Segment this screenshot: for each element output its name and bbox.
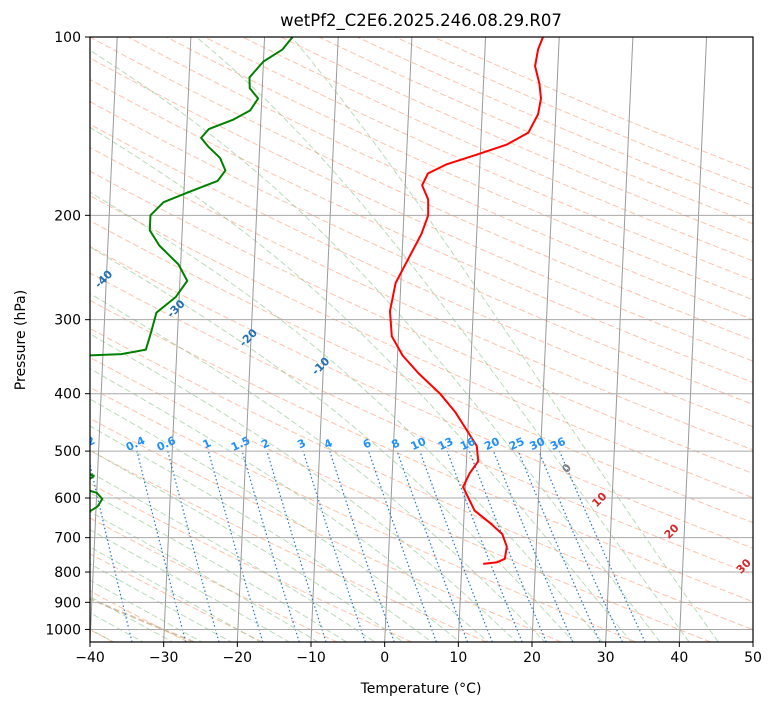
- mixing-ratio-label: 25: [507, 435, 526, 453]
- dry-adiabat: [90, 170, 753, 475]
- isotherm: [678, 37, 708, 642]
- mixing-ratio-label: 30: [528, 435, 548, 453]
- mixing-ratio-line: [302, 450, 366, 642]
- y-tick-label: 1000: [45, 622, 81, 638]
- moist-adiabat: [195, 37, 690, 642]
- y-tick-label: 300: [54, 313, 81, 329]
- dry-adiabat: [204, 37, 753, 281]
- dry-adiabat: [90, 57, 753, 362]
- x-tick-label: −40: [75, 650, 105, 666]
- dry-adiabat: [127, 37, 753, 321]
- y-tick-label: 200: [54, 208, 81, 224]
- x-tick-label: 10: [449, 650, 467, 666]
- mixing-ratio-label: 13: [436, 435, 455, 453]
- y-tick-label: 700: [54, 531, 81, 547]
- isotherm: [605, 37, 634, 642]
- moist-adiabat: [90, 471, 376, 642]
- mixing-ratio-label: 10: [409, 435, 429, 453]
- isotherm: [236, 37, 266, 642]
- moist-adiabat: [90, 333, 518, 642]
- y-tick-label: 100: [54, 30, 81, 46]
- dry-adiabat: [90, 37, 753, 341]
- x-tick-label: −10: [296, 650, 326, 666]
- isotherm: [531, 37, 560, 642]
- y-tick-label: 600: [54, 491, 81, 507]
- x-tick-label: 40: [670, 650, 688, 666]
- dry-adiabat: [90, 299, 753, 603]
- mixing-ratio-line: [558, 450, 646, 642]
- mixing-ratio-line: [368, 450, 437, 642]
- temperature-profile: [388, 37, 544, 565]
- mixing-ratio-line: [241, 450, 300, 642]
- mixing-ratio-line: [136, 450, 187, 642]
- moist-adiabat: [90, 529, 291, 642]
- isotherm: [457, 37, 487, 642]
- mixing-ratio-label: 36: [548, 435, 568, 453]
- moist-adiabat: [90, 293, 546, 642]
- mixing-ratio-line: [90, 461, 133, 642]
- dewpoint-profile: [90, 37, 294, 513]
- moist-adiabat: [90, 492, 348, 642]
- moist-adiabat: [90, 546, 262, 642]
- background-lines: [90, 37, 753, 642]
- dry-adiabat: [90, 195, 753, 499]
- dry-adiabat: [90, 146, 753, 451]
- x-tick-label: 50: [744, 650, 762, 666]
- dry-adiabat: [90, 245, 753, 549]
- mixing-ratio-line: [329, 450, 395, 642]
- mixing-ratio-label: 16: [458, 435, 478, 453]
- y-tick-label: 400: [54, 387, 81, 403]
- dry-adiabat: [242, 37, 753, 262]
- dry-adiabat: [90, 356, 711, 642]
- dry-adiabat: [433, 37, 753, 172]
- mixing-ratio-line: [517, 450, 601, 642]
- moist-adiabat: [291, 37, 719, 642]
- mixing-ratio-line: [492, 450, 574, 642]
- isotherm: [310, 37, 339, 642]
- x-tick-label: −30: [149, 650, 179, 666]
- x-tick-label: 20: [523, 650, 541, 666]
- moist-adiabat: [90, 49, 661, 642]
- y-axis-label: Pressure (hPa): [13, 290, 29, 390]
- chart-title: wetPf2_C2E6.2025.246.08.29.R07: [280, 11, 562, 31]
- x-tick-label: −20: [223, 650, 253, 666]
- dry-adiabat: [395, 37, 753, 189]
- sounding-profiles: [90, 37, 544, 565]
- horizontal-gridlines: [90, 37, 753, 630]
- mixing-ratio-line: [266, 450, 327, 642]
- mixing-ratio-line: [167, 450, 220, 642]
- moist-adiabat: [90, 191, 604, 642]
- dry-adiabat: [90, 272, 753, 576]
- dry-adiabat: [90, 327, 753, 631]
- dry-adiabat: [90, 101, 753, 405]
- x-tick-label: 30: [597, 650, 615, 666]
- y-tick-label: 900: [54, 595, 81, 611]
- y-tick-label: 500: [54, 444, 81, 460]
- dry-adiabat: [90, 483, 412, 642]
- mixing-ratio-label: 20: [482, 435, 502, 453]
- dry-adiabat: [318, 37, 753, 225]
- moist-adiabat: [90, 126, 632, 642]
- dry-adiabat: [90, 417, 562, 642]
- axis-ticks: −40 −30 −20 −10 0 10 20 30 40 50 100 200 300 400 500 60…: [45, 30, 762, 666]
- y-tick-label: 800: [54, 565, 81, 581]
- dry-adiabat: [90, 517, 338, 642]
- plot-frame: [89, 36, 754, 643]
- x-axis-label: Temperature (°C): [360, 681, 482, 697]
- mixing-ratio-label: 0.2: [74, 434, 97, 454]
- dry-adiabat: [90, 386, 637, 642]
- mixing-ratio-line: [207, 450, 264, 642]
- isotherm: [163, 37, 192, 642]
- x-tick-label: 0: [380, 650, 389, 666]
- isotherm: [90, 37, 118, 642]
- mixing-ratio-line: [538, 450, 623, 642]
- isotherm: [384, 37, 413, 642]
- moist-adiabat: [90, 246, 575, 642]
